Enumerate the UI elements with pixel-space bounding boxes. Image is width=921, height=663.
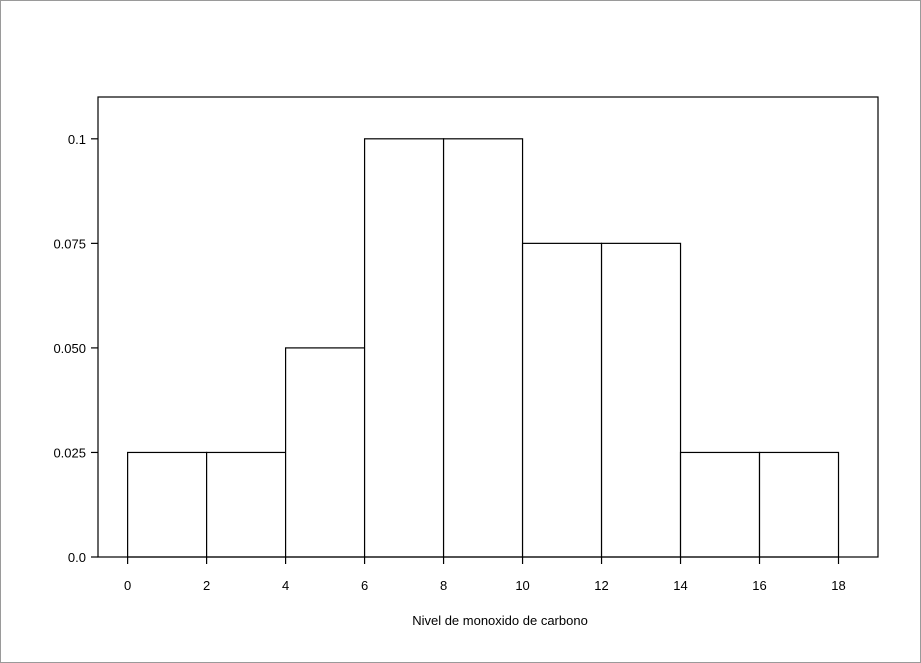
histogram-bar-1 bbox=[206, 451, 287, 558]
x-tick-label-4: 8 bbox=[440, 578, 447, 593]
y-tick-label-1: 0.025 bbox=[53, 445, 86, 460]
x-tick-label-6: 12 bbox=[594, 578, 608, 593]
x-axis-title: Nivel de monoxido de carbono bbox=[412, 613, 588, 628]
x-tick-label-2: 4 bbox=[282, 578, 289, 593]
x-tick-label-7: 14 bbox=[673, 578, 687, 593]
x-tick-label-3: 6 bbox=[361, 578, 368, 593]
x-tick-label-8: 16 bbox=[752, 578, 766, 593]
histogram-bar-0 bbox=[127, 451, 208, 558]
histogram-bar-3 bbox=[363, 138, 445, 558]
histogram-bar-5 bbox=[521, 242, 603, 558]
y-tick-label-0: 0.0 bbox=[68, 550, 86, 565]
y-tick-label-3: 0.075 bbox=[53, 236, 86, 251]
y-tick-label-4: 0.1 bbox=[68, 132, 86, 147]
bars-group bbox=[127, 138, 840, 558]
x-tick-label-9: 18 bbox=[831, 578, 845, 593]
histogram-bar-8 bbox=[758, 451, 840, 558]
x-axis: 0 2 4 6 8 10 12 14 16 18 bbox=[124, 557, 846, 593]
histogram-bar-7 bbox=[679, 451, 761, 558]
plot-area-border bbox=[97, 96, 879, 558]
histogram-bar-6 bbox=[600, 242, 682, 558]
y-axis: 0.0 0.025 0.050 0.075 0.1 bbox=[53, 132, 98, 565]
x-tick-label-5: 10 bbox=[515, 578, 529, 593]
y-tick-label-2: 0.050 bbox=[53, 341, 86, 356]
x-tick-label-1: 2 bbox=[203, 578, 210, 593]
histogram-bar-4 bbox=[442, 138, 524, 558]
x-tick-label-0: 0 bbox=[124, 578, 131, 593]
histogram-bar-2 bbox=[284, 347, 366, 558]
